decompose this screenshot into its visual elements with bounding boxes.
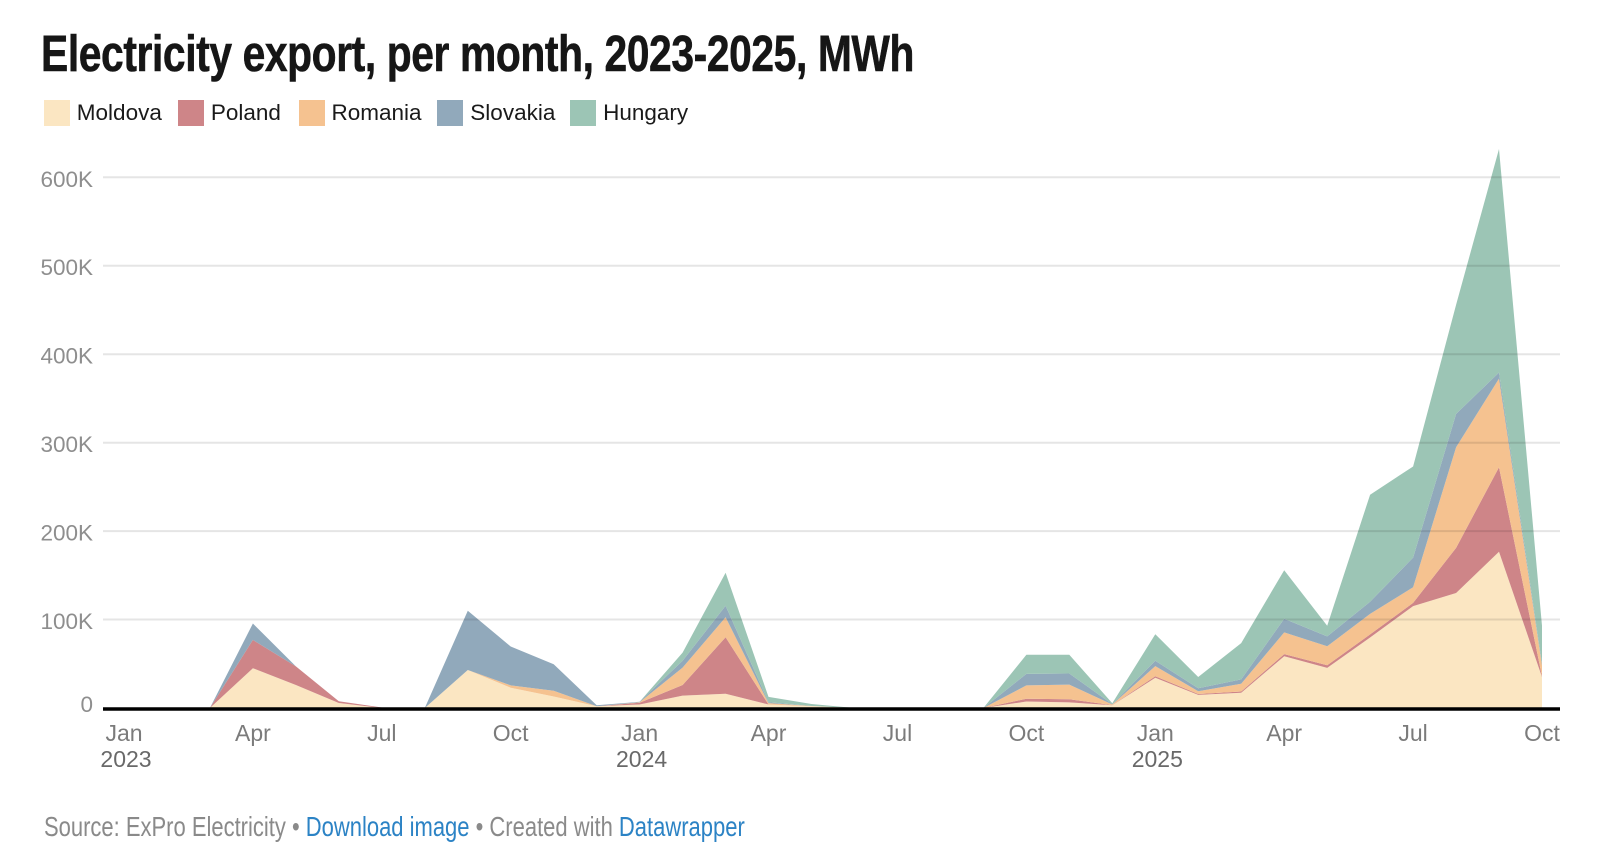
svg-text:300K: 300K <box>40 432 93 457</box>
svg-text:200K: 200K <box>40 521 93 546</box>
svg-text:Jan: Jan <box>105 720 142 746</box>
svg-text:Apr: Apr <box>1266 720 1302 746</box>
svg-text:600K: 600K <box>40 167 93 192</box>
svg-text:Jul: Jul <box>883 720 912 746</box>
svg-text:500K: 500K <box>40 255 93 280</box>
svg-text:Oct: Oct <box>1524 720 1560 746</box>
svg-text:2023: 2023 <box>100 746 151 772</box>
svg-text:Oct: Oct <box>1009 720 1045 746</box>
svg-text:2025: 2025 <box>1132 746 1183 772</box>
svg-text:Jan: Jan <box>1137 720 1174 746</box>
svg-text:100K: 100K <box>40 609 93 634</box>
svg-text:Jul: Jul <box>367 720 396 746</box>
svg-text:Jan: Jan <box>621 720 658 746</box>
svg-text:2024: 2024 <box>616 746 667 772</box>
svg-text:Oct: Oct <box>493 720 529 746</box>
svg-text:400K: 400K <box>40 344 93 369</box>
svg-text:Jul: Jul <box>1398 720 1427 746</box>
svg-text:Apr: Apr <box>751 720 787 746</box>
svg-text:Apr: Apr <box>235 720 271 746</box>
svg-text:0: 0 <box>80 692 93 717</box>
